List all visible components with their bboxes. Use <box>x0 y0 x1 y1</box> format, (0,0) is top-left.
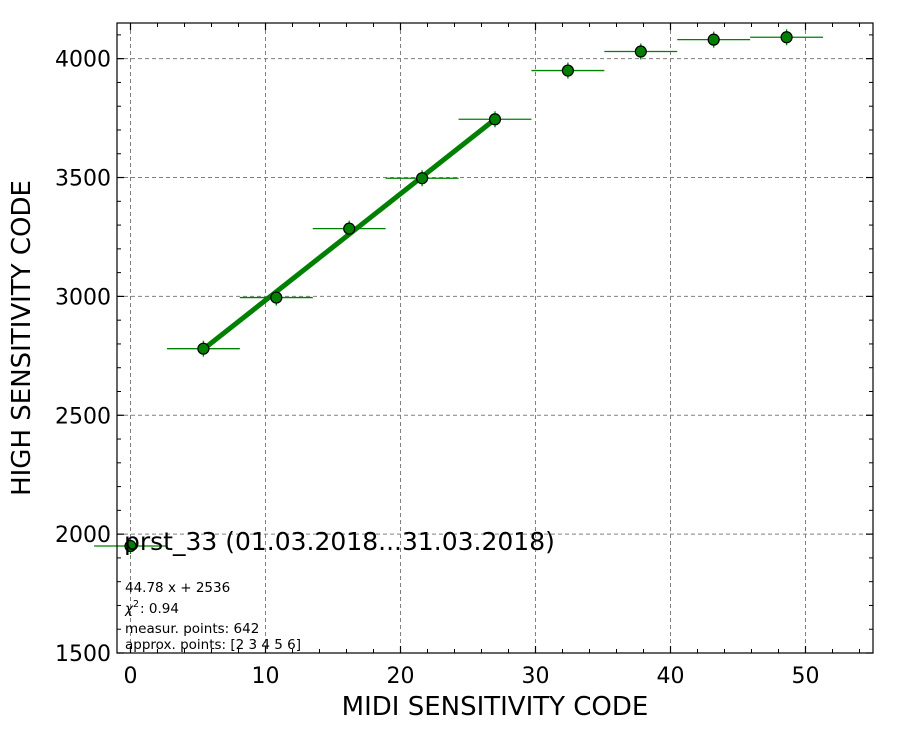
approx-points-annotation: approx. points: [2 3 4 5 6] <box>125 637 301 653</box>
data-point <box>488 113 502 126</box>
data-point <box>124 539 137 553</box>
data-point <box>561 64 575 77</box>
x-axis-title: MIDI SENSITIVITY CODE <box>342 692 649 722</box>
measur-points-annotation: measur. points: 642 <box>125 621 259 637</box>
chi2-symbol: χ <box>124 601 134 617</box>
x-tick-label: 20 <box>387 664 415 689</box>
x-tick-label: 10 <box>252 664 280 689</box>
ticks-layer: 0 10 20 30 40 50 1500 2000 2500 3000 3500 4000 <box>55 23 873 689</box>
x-tick-label: 30 <box>522 664 550 689</box>
data-point <box>634 45 647 58</box>
grid-layer <box>117 23 873 653</box>
chi2-annotation: χ2: 0.94 <box>124 599 179 617</box>
data-point <box>780 31 793 44</box>
data-point <box>416 172 429 185</box>
data-point <box>707 33 720 46</box>
points-layer <box>94 29 824 555</box>
y-tick-label: 2000 <box>55 523 111 548</box>
plot-frame <box>116 22 874 654</box>
y-tick-label: 3000 <box>55 285 111 310</box>
data-point <box>197 342 210 355</box>
x-tick-label: 50 <box>792 664 820 689</box>
y-tick-label: 1500 <box>55 642 111 667</box>
x-tick-label: 0 <box>124 664 138 689</box>
chi2-power: 2 <box>133 599 139 610</box>
data-point <box>343 222 356 235</box>
fit-equation-annotation: 44.78 x + 2536 <box>125 580 230 596</box>
data-point <box>270 291 283 304</box>
device-annotation: prst_33 (01.03.2018...31.03.2018) <box>124 527 555 556</box>
chi2-value: : 0.94 <box>140 601 179 617</box>
y-tick-label: 2500 <box>55 404 111 429</box>
y-tick-label: 3500 <box>55 167 111 192</box>
x-tick-label: 40 <box>657 664 685 689</box>
y-tick-label: 4000 <box>55 48 111 73</box>
y-axis-title: HIGH SENSITIVITY CODE <box>7 180 37 496</box>
